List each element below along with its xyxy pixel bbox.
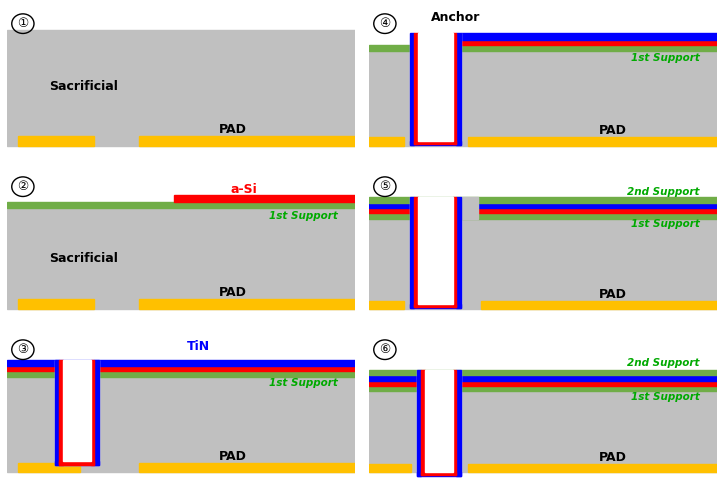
- Bar: [55, 461, 98, 465]
- Text: 1st Support: 1st Support: [631, 219, 699, 229]
- Bar: [7, 202, 355, 208]
- Bar: [369, 45, 717, 51]
- Bar: [7, 366, 355, 371]
- Text: 1st Support: 1st Support: [269, 378, 337, 388]
- Bar: [410, 198, 414, 308]
- Bar: [139, 463, 355, 472]
- Bar: [417, 370, 460, 476]
- Bar: [481, 301, 717, 309]
- Bar: [452, 198, 456, 307]
- Text: Anchor: Anchor: [432, 11, 481, 24]
- Bar: [410, 198, 460, 308]
- Bar: [139, 136, 355, 146]
- Text: a-Si: a-Si: [230, 183, 257, 196]
- Bar: [418, 198, 452, 304]
- Bar: [94, 360, 98, 465]
- Text: ④: ④: [379, 17, 390, 30]
- Bar: [452, 34, 456, 144]
- Bar: [369, 385, 717, 391]
- Text: ②: ②: [17, 180, 28, 193]
- Bar: [410, 141, 460, 145]
- Bar: [410, 34, 414, 145]
- Bar: [369, 375, 717, 381]
- Bar: [414, 304, 456, 307]
- Text: PAD: PAD: [219, 123, 247, 136]
- Text: PAD: PAD: [219, 451, 247, 463]
- Bar: [369, 51, 717, 146]
- Bar: [460, 198, 478, 219]
- Bar: [55, 360, 98, 465]
- Bar: [369, 208, 717, 213]
- Bar: [425, 370, 452, 472]
- Bar: [421, 472, 456, 475]
- Text: PAD: PAD: [599, 124, 626, 137]
- Bar: [417, 370, 421, 476]
- Text: 1st Support: 1st Support: [631, 392, 699, 402]
- Text: 2nd Support: 2nd Support: [627, 187, 699, 197]
- Text: 1st Support: 1st Support: [269, 211, 337, 221]
- Text: Sacrificial: Sacrificial: [49, 80, 118, 93]
- Bar: [456, 34, 460, 145]
- Bar: [456, 370, 460, 476]
- Bar: [63, 360, 90, 461]
- Bar: [369, 219, 717, 309]
- Bar: [468, 137, 717, 146]
- Bar: [7, 360, 355, 366]
- Bar: [460, 40, 717, 45]
- Bar: [17, 136, 94, 146]
- Bar: [369, 203, 717, 208]
- Text: ⑥: ⑥: [379, 343, 390, 356]
- Bar: [456, 198, 460, 308]
- Bar: [7, 377, 355, 472]
- Bar: [174, 195, 355, 202]
- Bar: [55, 360, 59, 465]
- Bar: [90, 360, 94, 464]
- Bar: [417, 472, 460, 476]
- Bar: [17, 299, 94, 309]
- Bar: [452, 370, 456, 475]
- Text: 1st Support: 1st Support: [631, 53, 699, 63]
- Text: TiN: TiN: [187, 340, 210, 353]
- Bar: [369, 370, 717, 375]
- Bar: [414, 198, 418, 307]
- Bar: [7, 30, 355, 146]
- Text: ⑤: ⑤: [379, 180, 390, 193]
- Bar: [369, 391, 717, 472]
- Text: PAD: PAD: [219, 286, 247, 299]
- Bar: [414, 34, 418, 144]
- Bar: [369, 464, 411, 472]
- Bar: [7, 371, 355, 377]
- Bar: [418, 34, 452, 141]
- Bar: [421, 370, 425, 475]
- Bar: [369, 301, 404, 309]
- Text: ③: ③: [17, 343, 28, 356]
- Bar: [59, 461, 94, 464]
- Bar: [410, 34, 460, 145]
- Text: ①: ①: [17, 17, 28, 30]
- Text: PAD: PAD: [599, 288, 626, 301]
- Bar: [7, 208, 355, 309]
- Bar: [369, 213, 717, 219]
- Bar: [369, 198, 717, 203]
- Text: PAD: PAD: [599, 452, 626, 464]
- Bar: [17, 463, 80, 472]
- Bar: [369, 381, 717, 385]
- Text: Sacrificial: Sacrificial: [49, 252, 118, 265]
- Text: 2nd Support: 2nd Support: [627, 359, 699, 369]
- Bar: [468, 464, 717, 472]
- Bar: [369, 137, 404, 146]
- Bar: [139, 299, 355, 309]
- Bar: [410, 304, 460, 308]
- Bar: [414, 141, 456, 144]
- Bar: [460, 34, 717, 40]
- Bar: [59, 360, 63, 464]
